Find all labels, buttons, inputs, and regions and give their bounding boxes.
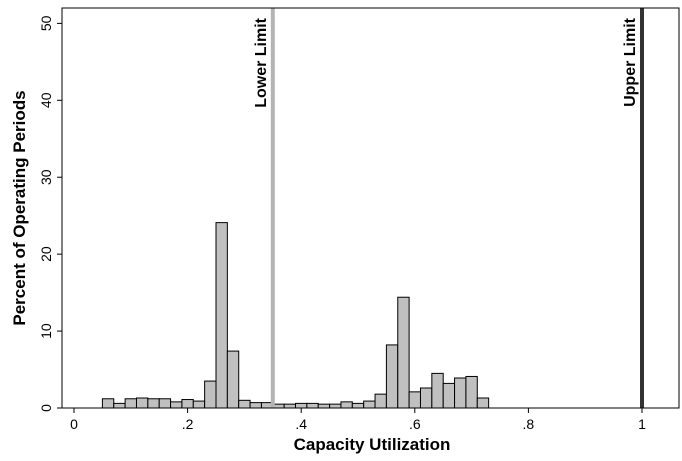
histogram-bar	[374, 393, 387, 409]
x-tick-label: .2	[182, 416, 194, 432]
y-tick-label: 10	[38, 323, 54, 339]
x-tick-label: 0	[70, 416, 78, 432]
histogram-bar	[192, 400, 206, 409]
y-tick-label: 40	[38, 92, 54, 108]
histogram-bar	[295, 402, 308, 409]
y-tick-label: 20	[38, 246, 54, 262]
y-tick-label: 50	[38, 15, 54, 31]
histogram-bar	[101, 398, 115, 409]
x-tick-label: 1	[638, 416, 646, 432]
histogram-bar	[317, 403, 331, 409]
y-tick-label: 30	[38, 169, 54, 185]
histogram-bar	[329, 403, 342, 409]
histogram-bar	[476, 397, 490, 409]
histogram-bar	[454, 377, 467, 409]
histogram-bar	[465, 375, 478, 409]
histogram-bar	[204, 380, 217, 409]
histogram-bar	[238, 399, 251, 409]
histogram-bar	[249, 402, 262, 409]
histogram-bar	[363, 400, 376, 409]
histogram-bar	[385, 344, 399, 409]
histogram-bar	[113, 402, 126, 409]
x-tick-label: .4	[295, 416, 307, 432]
plot-frame	[61, 7, 680, 409]
histogram-bar	[431, 372, 444, 409]
reference-line-label: Upper Limit	[622, 17, 639, 107]
x-tick-label: .8	[523, 416, 535, 432]
histogram-bar	[135, 397, 149, 409]
y-tick-label: 0	[38, 404, 54, 412]
histogram-bar	[419, 387, 433, 409]
histogram-bar	[124, 398, 137, 409]
histogram-bar	[158, 398, 172, 409]
histogram-bar	[181, 399, 194, 409]
histogram-bar	[397, 296, 410, 409]
histogram-bar	[170, 401, 183, 409]
y-axis: 0 10 20 30 40 50	[38, 15, 62, 412]
x-axis-title: Capacity Utilization	[294, 435, 451, 454]
histogram-bar	[351, 402, 365, 409]
histogram-bar	[226, 350, 240, 409]
x-tick-label: .6	[409, 416, 421, 432]
histogram-bar	[147, 398, 160, 409]
histogram-bar	[442, 382, 456, 409]
reference-line-label: Lower Limit	[253, 17, 270, 107]
reference-lines-group: Lower Limit Upper Limit	[253, 8, 644, 408]
histogram-bar	[340, 401, 353, 409]
x-axis: 0 .2 .4 .6 .8 1	[70, 408, 646, 432]
bars-group	[101, 222, 490, 409]
y-axis-title: Percent of Operating Periods	[10, 90, 29, 325]
histogram-bar	[306, 402, 319, 409]
histogram-bar	[408, 391, 421, 409]
histogram-bar	[283, 403, 297, 409]
histogram-bar	[215, 222, 228, 409]
